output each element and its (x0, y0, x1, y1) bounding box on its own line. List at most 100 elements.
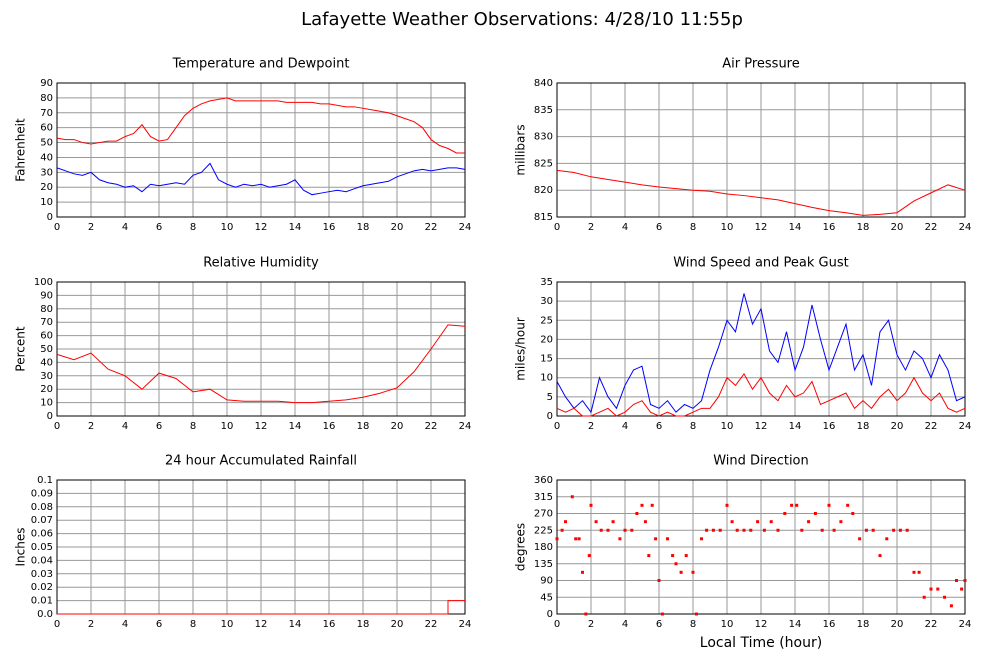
scatter-point (587, 554, 591, 558)
x-tick-label: 14 (289, 222, 302, 233)
scatter-point (839, 520, 843, 524)
chart-title: Air Pressure (722, 57, 800, 72)
x-tick-label: 18 (357, 619, 370, 630)
y-tick-label: 90 (540, 576, 553, 587)
x-tick-label: 14 (789, 619, 802, 630)
x-tick-label: 6 (656, 222, 662, 233)
scatter-point (878, 554, 882, 558)
scatter-point (577, 537, 581, 541)
scatter-point (584, 612, 588, 616)
plot-border (556, 479, 966, 615)
scatter-point (851, 512, 855, 515)
x-tick-label: 16 (323, 421, 336, 432)
scatter-point (871, 528, 875, 532)
x-tick-label: 20 (391, 619, 404, 630)
scatter-point (594, 520, 598, 524)
y-tick-label: 0 (547, 411, 553, 422)
y-tick-label: 50 (40, 138, 53, 149)
y-tick-label: 0.08 (31, 502, 53, 513)
y-tick-label: 0.05 (31, 542, 53, 553)
x-tick-label: 6 (656, 619, 662, 630)
x-tick-label: 10 (721, 421, 734, 432)
scatter-point (858, 537, 862, 541)
plot-border (56, 82, 466, 218)
scatter-point (684, 554, 688, 558)
scatter-point (574, 537, 578, 541)
scatter-point (581, 570, 584, 574)
scatter-point (611, 520, 615, 524)
x-tick-label: 4 (622, 619, 628, 630)
scatter-point (795, 503, 799, 507)
scatter-point (960, 587, 964, 591)
scatter-point (769, 520, 773, 524)
x-tick-label: 22 (425, 421, 438, 432)
scatter-point (725, 503, 729, 507)
y-tick-label: 25 (540, 315, 553, 326)
y-tick-label: 30 (540, 296, 553, 307)
y-tick-label: 225 (534, 525, 553, 536)
y-tick-label: 270 (534, 509, 553, 520)
y-tick-label: 100 (34, 277, 53, 288)
scatter-point (943, 595, 947, 599)
series-line (57, 600, 465, 615)
scatter-point (666, 537, 669, 541)
scatter-point (846, 503, 850, 507)
y-tick-label: 90 (40, 290, 53, 301)
y-tick-label: 135 (534, 559, 553, 570)
x-tick-label: 8 (690, 222, 696, 233)
y-tick-label: 0.0 (37, 609, 53, 620)
x-tick-label: 12 (255, 421, 268, 432)
y-tick-label: 60 (40, 331, 53, 342)
chart-title: Wind Direction (713, 454, 809, 469)
x-tick-label: 12 (255, 619, 268, 630)
scatter-point (555, 537, 559, 541)
y-tick-label: 0 (47, 212, 53, 223)
scatter-point (756, 520, 760, 524)
x-tick-label: 10 (721, 222, 734, 233)
series-line (56, 324, 466, 404)
x-tick-label: 12 (755, 421, 768, 432)
y-tick-label: 35 (540, 277, 553, 288)
x-tick-label: 24 (959, 421, 972, 432)
y-tick-label: 0.02 (31, 582, 53, 593)
scatter-point (917, 570, 921, 574)
y-tick-label: 45 (540, 592, 553, 603)
x-tick-label: 0 (554, 619, 560, 630)
x-tick-label: 10 (221, 619, 234, 630)
scatter-point (657, 579, 661, 582)
x-tick-label: 16 (323, 619, 336, 630)
series-line (556, 372, 966, 417)
x-tick-label: 18 (357, 222, 370, 233)
scatter-point (730, 520, 734, 524)
x-tick-label: 24 (459, 222, 472, 233)
scatter-point (922, 595, 926, 599)
scatter-point (749, 528, 753, 532)
x-tick-label: 8 (190, 421, 196, 432)
y-tick-label: 90 (40, 78, 53, 89)
x-tick-label: 24 (959, 619, 972, 630)
x-tick-label: 14 (289, 421, 302, 432)
y-tick-label: 180 (534, 542, 553, 553)
scatter-point (691, 570, 695, 574)
x-tick-label: 0 (54, 222, 60, 233)
scatter-point (570, 495, 574, 499)
y-tick-label: 825 (534, 158, 553, 169)
scatter-point (647, 554, 651, 558)
x-tick-label: 14 (789, 222, 802, 233)
scatter-point (564, 520, 567, 524)
y-axis-label: degrees (514, 523, 528, 571)
x-tick-label: 16 (823, 619, 836, 630)
scatter-point (832, 528, 836, 532)
scatter-point (679, 570, 683, 574)
scatter-point (905, 528, 909, 532)
x-tick-label: 22 (925, 619, 938, 630)
scatter-point (807, 520, 811, 524)
scatter-point (885, 537, 889, 541)
scatter-point (589, 503, 593, 507)
scatter-point (864, 528, 868, 532)
x-tick-label: 22 (425, 619, 438, 630)
x-tick-label: 6 (156, 222, 162, 233)
x-tick-label: 6 (156, 421, 162, 432)
x-tick-label: 2 (88, 222, 94, 233)
scatter-point (892, 528, 896, 532)
